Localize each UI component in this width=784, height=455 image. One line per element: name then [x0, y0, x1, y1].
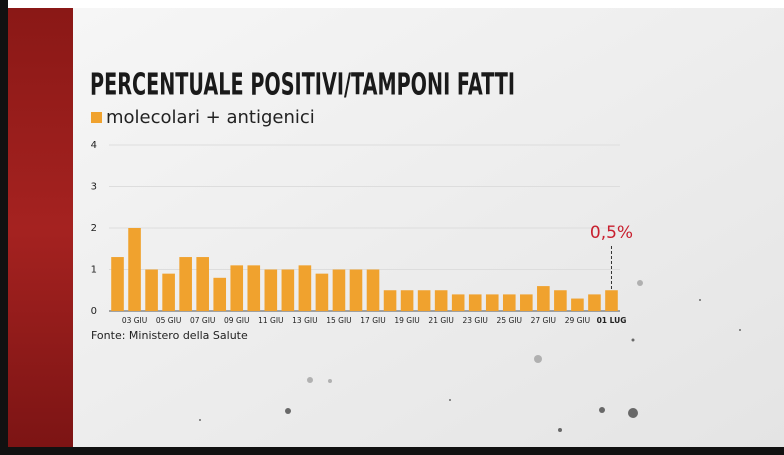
bar [502, 294, 516, 311]
left-edge [0, 0, 8, 455]
bar [111, 257, 124, 311]
bar [366, 269, 380, 311]
x-tick-label: 05 GIU [156, 316, 181, 325]
bar [196, 257, 209, 311]
bar [247, 265, 261, 311]
x-tick-label: 07 GIU [190, 316, 215, 325]
chart-title: PERCENTUALE POSITIVI/TAMPONI FATTI [90, 68, 515, 103]
x-tick-label: 15 GIU [326, 316, 351, 325]
y-tick-label: 3 [91, 182, 97, 193]
bar [298, 265, 312, 311]
bar [332, 269, 346, 311]
bar [468, 294, 482, 311]
x-tick-label: 23 GIU [462, 316, 487, 325]
source: Fonte: Ministero della Salute [91, 329, 248, 342]
bar [417, 290, 431, 311]
x-tick-label: 27 GIU [531, 316, 556, 325]
side-band [8, 8, 73, 448]
x-tick-label: 25 GIU [497, 316, 522, 325]
bar [537, 286, 550, 311]
bar [213, 277, 227, 311]
bar [179, 257, 192, 311]
bar [434, 290, 448, 311]
y-tick-label: 4 [91, 140, 97, 151]
x-tick-label: 29 GIU [565, 316, 590, 325]
y-tick-label: 1 [91, 265, 97, 276]
bar [264, 269, 278, 311]
bottom-edge [0, 447, 784, 455]
annotation: 0,5% [590, 223, 633, 243]
x-tick-label: 13 GIU [292, 316, 317, 325]
bar [230, 265, 244, 311]
bar [571, 298, 584, 311]
bar [162, 273, 175, 311]
legend-label: molecolari + antigenici [106, 107, 315, 128]
x-tick-label: 03 GIU [122, 316, 147, 325]
bar [128, 228, 141, 311]
x-tick-label: 09 GIU [224, 316, 249, 325]
x-tick-label: 11 GIU [258, 316, 283, 325]
x-tick-label: 01 LUG [597, 316, 627, 325]
x-tick-label: 17 GIU [360, 316, 385, 325]
bar [281, 269, 295, 311]
bar [485, 294, 499, 311]
bar [451, 294, 465, 311]
legend-swatch [91, 112, 102, 123]
x-tick-label: 19 GIU [394, 316, 419, 325]
bar [383, 290, 397, 311]
bar [605, 290, 618, 311]
y-tick-label: 0 [91, 306, 97, 317]
bar [520, 294, 533, 311]
speckles [199, 280, 741, 432]
bar [349, 269, 363, 311]
x-tick-label: 21 GIU [428, 316, 453, 325]
bar [145, 269, 158, 311]
bar [315, 273, 329, 311]
bar [588, 294, 601, 311]
y-tick-label: 2 [91, 223, 97, 234]
top-strip [0, 0, 784, 8]
bar [400, 290, 414, 311]
bar [554, 290, 567, 311]
